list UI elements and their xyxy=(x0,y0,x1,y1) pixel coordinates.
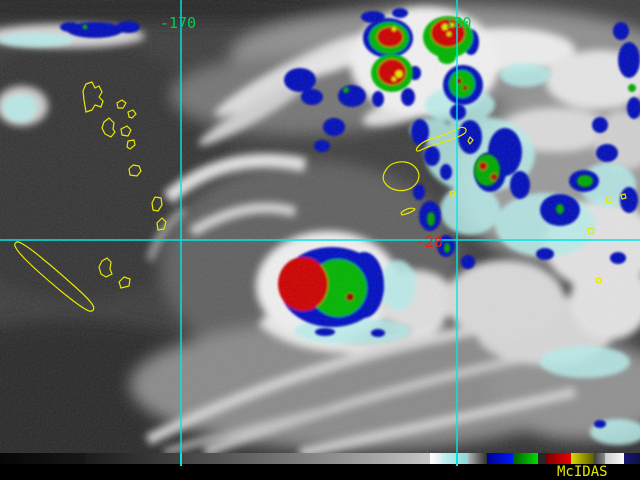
longitude-label-180: 180 xyxy=(444,14,471,32)
colorbar-segment xyxy=(571,453,594,464)
mcidas-brand: McIDAS xyxy=(557,464,608,480)
colorbar-segment xyxy=(487,453,513,464)
longitude-gridline-170w-colorbar-tick xyxy=(180,453,182,466)
colorbar-segment xyxy=(85,453,430,464)
colorbar-segment xyxy=(0,453,85,464)
colorbar-segment xyxy=(430,453,442,464)
colorbar-segment xyxy=(513,453,538,464)
colorbar-segment xyxy=(546,453,571,464)
film-grain xyxy=(0,0,640,453)
latitude-label-20s: -20 xyxy=(416,233,443,251)
satellite-image: -170 180 -20 xyxy=(0,0,640,453)
status-bar: 10001 HIMAWARI-8 13 10 JAN 22010 185000 … xyxy=(0,464,640,480)
colorbar-segment xyxy=(605,453,624,464)
colorbar xyxy=(0,453,640,464)
colorbar-segment xyxy=(594,453,605,464)
colorbar-segment xyxy=(538,453,546,464)
coastlines-overlay xyxy=(14,81,627,312)
colorbar-segment xyxy=(468,453,487,464)
colorbar-segment xyxy=(442,453,468,464)
colorbar-segment xyxy=(624,453,640,464)
longitude-label-170w: -170 xyxy=(160,14,196,32)
grid-overlay: -170 180 -20 xyxy=(0,0,640,453)
longitude-gridline-180-colorbar-tick xyxy=(456,453,458,466)
